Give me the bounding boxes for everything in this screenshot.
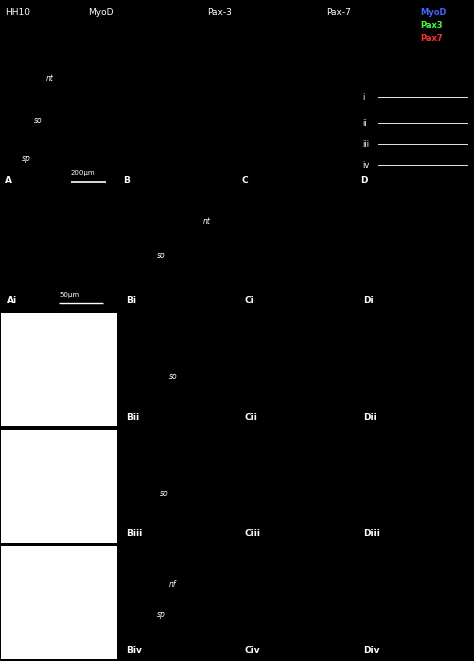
- Text: Civ: Civ: [244, 646, 260, 654]
- Text: i: i: [363, 93, 365, 102]
- Text: MyoD: MyoD: [420, 8, 447, 17]
- Text: Di: Di: [363, 296, 374, 305]
- Text: Pax7: Pax7: [420, 34, 443, 44]
- Text: nf: nf: [168, 580, 176, 589]
- Text: A: A: [5, 176, 12, 185]
- Text: Biv: Biv: [126, 646, 142, 654]
- Text: B: B: [123, 176, 130, 185]
- Text: sp: sp: [157, 609, 166, 619]
- Text: Pax-7: Pax-7: [326, 8, 351, 17]
- Text: Bii: Bii: [126, 412, 139, 422]
- Text: Ai: Ai: [7, 296, 18, 305]
- Text: Diii: Diii: [363, 529, 380, 538]
- Text: MyoD: MyoD: [88, 8, 114, 17]
- Text: so: so: [160, 488, 169, 498]
- Text: nt: nt: [203, 217, 211, 226]
- Text: 200μm: 200μm: [71, 170, 95, 176]
- Text: Ci: Ci: [244, 296, 254, 305]
- Text: HH10: HH10: [5, 8, 30, 17]
- Text: nt: nt: [46, 74, 53, 83]
- Text: iii: iii: [363, 139, 370, 149]
- Text: so: so: [34, 116, 43, 125]
- Text: D: D: [360, 176, 368, 185]
- Text: Bi: Bi: [126, 296, 136, 305]
- Text: C: C: [242, 176, 248, 185]
- Text: iv: iv: [363, 161, 370, 170]
- Text: Ciii: Ciii: [244, 529, 260, 538]
- Text: Div: Div: [363, 646, 379, 654]
- Text: Dii: Dii: [363, 412, 376, 422]
- Text: so: so: [168, 372, 177, 381]
- Text: Cii: Cii: [244, 412, 257, 422]
- Text: Biii: Biii: [126, 529, 142, 538]
- Text: sp: sp: [22, 154, 31, 163]
- Text: 50μm: 50μm: [59, 292, 79, 298]
- Text: Pax3: Pax3: [420, 21, 443, 30]
- Text: Pax-3: Pax-3: [207, 8, 232, 17]
- Text: so: so: [157, 251, 165, 260]
- Text: ii: ii: [363, 119, 367, 128]
